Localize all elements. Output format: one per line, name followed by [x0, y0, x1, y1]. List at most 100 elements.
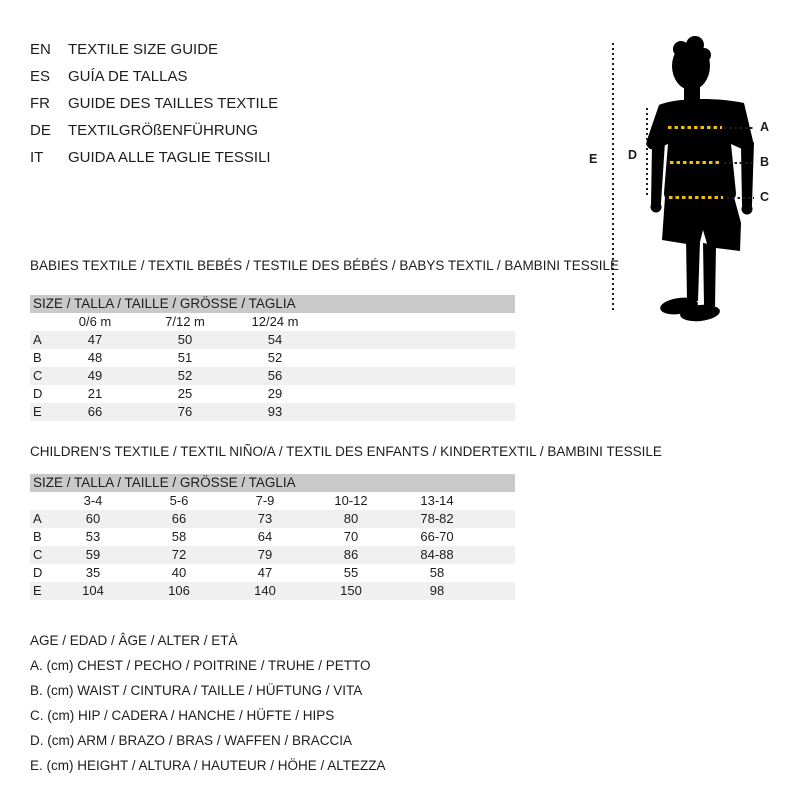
- row-label: C: [33, 547, 43, 562]
- height-measure-line: [612, 43, 614, 313]
- chest-measure-line: [668, 126, 722, 129]
- row-label: D: [33, 386, 43, 401]
- guide-title: GUIDA ALLE TAGLIE TESSILI: [68, 149, 271, 166]
- marker-label-waist: B: [760, 155, 770, 169]
- chest-leader-line: [724, 127, 755, 129]
- row-label: B: [33, 350, 42, 365]
- table-cell: 52: [267, 350, 283, 365]
- children-column-header-row: 3-4 5-6 7-9 10-12 13-14: [30, 492, 515, 510]
- legend-chest-line: A. (cm) CHEST / PECHO / POITRINE / TRUHE…: [30, 658, 371, 673]
- lang-row-de: DE TEXTILGRÖßENFÜHRUNG: [30, 117, 278, 144]
- children-size-table: SIZE / TALLA / TAILLE / GRÖSSE / TAGLIA …: [30, 474, 515, 600]
- table-row: E 104 106 140 150 98: [30, 582, 515, 600]
- legend-age-line: AGE / EDAD / ÂGE / ALTER / ETÀ: [30, 633, 238, 648]
- table-cell: 52: [177, 368, 193, 383]
- column-header: 13-14: [420, 493, 454, 508]
- row-label: A: [33, 332, 42, 347]
- column-header: 3-4: [83, 493, 103, 508]
- lang-code: ES: [30, 68, 51, 85]
- column-header: 10-12: [334, 493, 368, 508]
- lang-code: DE: [30, 122, 51, 139]
- babies-section-title: BABIES TEXTILE / TEXTIL BEBÉS / TESTILE …: [30, 258, 619, 273]
- table-cell: 66: [171, 511, 187, 526]
- guide-title: GUIDE DES TAILLES TEXTILE: [68, 95, 279, 112]
- table-cell: 73: [257, 511, 273, 526]
- table-cell: 29: [267, 386, 283, 401]
- children-size-header-bar: SIZE / TALLA / TAILLE / GRÖSSE / TAGLIA: [30, 474, 515, 492]
- table-cell: 49: [87, 368, 103, 383]
- legend-height-line: E. (cm) HEIGHT / ALTURA / HAUTEUR / HÖHE…: [30, 758, 386, 773]
- table-cell: 25: [177, 386, 193, 401]
- row-label: C: [33, 368, 43, 383]
- column-header: 5-6: [169, 493, 189, 508]
- measurement-legend: AGE / EDAD / ÂGE / ALTER / ETÀ A. (cm) C…: [30, 628, 386, 778]
- table-row: E 66 76 93: [30, 403, 515, 421]
- table-cell: 150: [340, 583, 362, 598]
- table-cell: 66-70: [420, 529, 454, 544]
- table-cell: 35: [85, 565, 101, 580]
- waist-measure-line: [670, 161, 719, 164]
- marker-label-height: E: [589, 152, 598, 166]
- row-label: E: [33, 583, 42, 598]
- arm-measure-line: [646, 108, 648, 196]
- table-cell: 104: [82, 583, 104, 598]
- row-label: D: [33, 565, 43, 580]
- waist-leader-line: [724, 162, 754, 164]
- table-cell: 66: [87, 404, 103, 419]
- table-cell: 21: [87, 386, 103, 401]
- table-cell: 72: [171, 547, 187, 562]
- table-cell: 79: [257, 547, 273, 562]
- guide-title: TEXTILE SIZE GUIDE: [68, 41, 219, 58]
- table-cell: 58: [429, 565, 445, 580]
- lang-row-fr: FR GUIDE DES TAILLES TEXTILE: [30, 90, 278, 117]
- marker-label-hip: C: [760, 190, 770, 204]
- children-section-title: CHILDREN’S TEXTILE / TEXTIL NIÑO/A / TEX…: [30, 444, 662, 459]
- table-cell: 47: [257, 565, 273, 580]
- row-label: B: [33, 529, 42, 544]
- table-row: D 21 25 29: [30, 385, 515, 403]
- legend-arm-line: D. (cm) ARM / BRAZO / BRAS / WAFFEN / BR…: [30, 733, 353, 748]
- lang-row-it: IT GUIDA ALLE TAGLIE TESSILI: [30, 144, 278, 171]
- table-row: B 53 58 64 70 66-70: [30, 528, 515, 546]
- table-row: A 47 50 54: [30, 331, 515, 349]
- table-cell: 93: [267, 404, 283, 419]
- babies-column-header-row: 0/6 m 7/12 m 12/24 m: [30, 313, 515, 331]
- child-silhouette-icon: [646, 36, 754, 322]
- row-label: E: [33, 404, 42, 419]
- lang-code: IT: [30, 149, 44, 166]
- marker-label-chest: A: [760, 120, 770, 134]
- table-cell: 50: [177, 332, 193, 347]
- table-cell: 48: [87, 350, 103, 365]
- table-row: D 35 40 47 55 58: [30, 564, 515, 582]
- column-header: 7/12 m: [165, 314, 205, 329]
- legend-waist-line: B. (cm) WAIST / CINTURA / TAILLE / HÜFTU…: [30, 683, 363, 698]
- corner-cell: [30, 492, 50, 510]
- table-cell: 98: [429, 583, 445, 598]
- table-cell: 64: [257, 529, 273, 544]
- guide-title: TEXTILGRÖßENFÜHRUNG: [68, 122, 259, 139]
- lang-row-es: ES GUÍA DE TALLAS: [30, 63, 278, 90]
- table-cell: 76: [177, 404, 193, 419]
- table-cell: 86: [343, 547, 359, 562]
- table-cell: 47: [87, 332, 103, 347]
- table-cell: 78-82: [420, 511, 454, 526]
- table-cell: 56: [267, 368, 283, 383]
- corner-cell: [30, 313, 50, 331]
- lang-code: FR: [30, 95, 50, 112]
- table-cell: 58: [171, 529, 187, 544]
- column-header: 7-9: [255, 493, 275, 508]
- legend-hip-line: C. (cm) HIP / CADERA / HANCHE / HÜFTE / …: [30, 708, 335, 723]
- guide-title: GUÍA DE TALLAS: [68, 68, 188, 85]
- table-row: C 49 52 56: [30, 367, 515, 385]
- table-cell: 84-88: [420, 547, 454, 562]
- column-header: 0/6 m: [78, 314, 112, 329]
- language-title-list: EN TEXTILE SIZE GUIDE ES GUÍA DE TALLAS …: [30, 36, 278, 171]
- table-cell: 55: [343, 565, 359, 580]
- hip-measure-line: [669, 196, 723, 199]
- table-cell: 51: [177, 350, 193, 365]
- table-cell: 140: [254, 583, 276, 598]
- table-cell: 60: [85, 511, 101, 526]
- table-row: C 59 72 79 86 84-88: [30, 546, 515, 564]
- table-cell: 53: [85, 529, 101, 544]
